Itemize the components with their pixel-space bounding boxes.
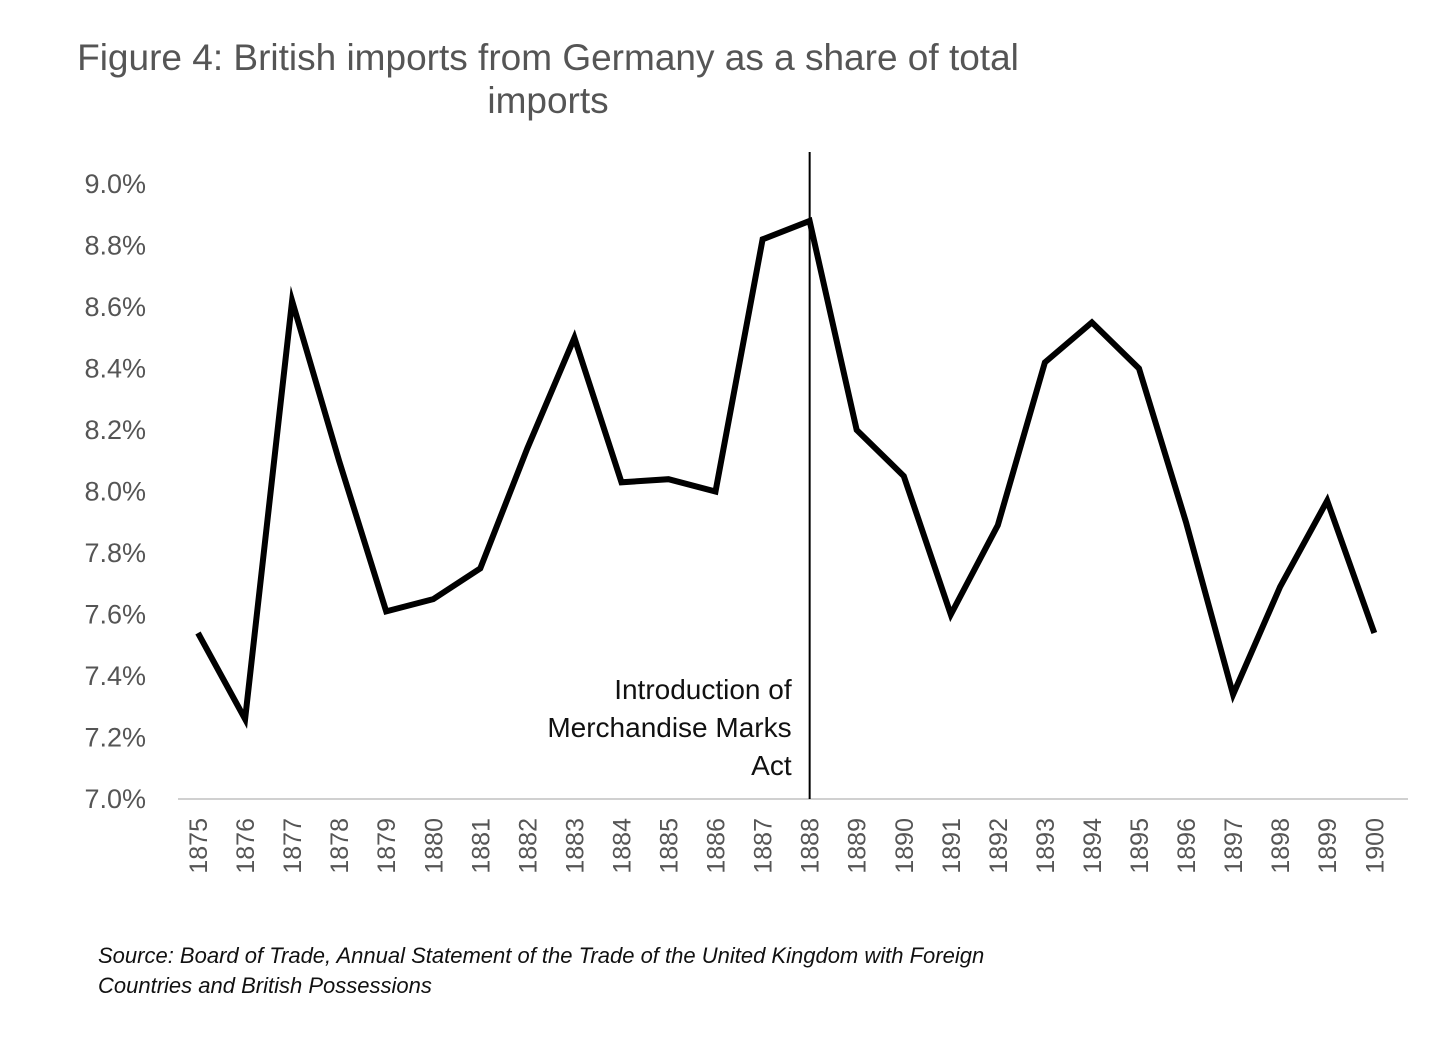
chart-title-line-1: Figure 4: British imports from Germany a… xyxy=(77,37,1019,78)
y-tick-label: 7.6% xyxy=(84,600,146,630)
x-tick-label: 1884 xyxy=(608,818,636,874)
x-tick-label: 1892 xyxy=(985,818,1013,874)
x-tick-label: 1898 xyxy=(1267,818,1295,874)
y-tick-label: 7.8% xyxy=(84,538,146,568)
annotation: Introduction of Merchandise Marks Act xyxy=(547,152,811,799)
x-tick-label: 1882 xyxy=(514,818,542,874)
series-line xyxy=(195,216,1378,729)
y-tick-label: 8.2% xyxy=(84,415,146,445)
x-tick-label: 1896 xyxy=(1173,818,1201,874)
x-tick-label: 1883 xyxy=(561,818,589,874)
x-tick-label: 1876 xyxy=(232,818,260,874)
x-tick-label: 1893 xyxy=(1032,818,1060,874)
x-tick-label: 1889 xyxy=(844,818,872,874)
y-axis: 9.0% 8.8% 8.6% 8.4% 8.2% 8.0% 7.8% 7.6% 7.4% 7.2%… xyxy=(84,169,146,814)
x-tick-label: 1888 xyxy=(797,818,825,874)
y-tick-label: 7.0% xyxy=(84,784,146,814)
x-tick-label: 1899 xyxy=(1314,818,1342,874)
y-tick-label: 8.4% xyxy=(84,354,146,384)
x-tick-label: 1887 xyxy=(750,818,778,874)
annotation-text-line: Act xyxy=(751,750,792,781)
source-note: Source: Board of Trade, Annual Statement… xyxy=(98,943,984,998)
y-tick-label: 9.0% xyxy=(84,169,146,199)
x-tick-label: 1900 xyxy=(1361,818,1389,874)
y-tick-label: 7.2% xyxy=(84,723,146,753)
x-tick-label: 1880 xyxy=(420,818,448,874)
y-tick-label: 8.8% xyxy=(84,231,146,261)
x-tick-label: 1878 xyxy=(326,818,354,874)
y-tick-label: 7.4% xyxy=(84,661,146,691)
x-tick-label: 1897 xyxy=(1220,818,1248,874)
x-tick-label: 1879 xyxy=(373,818,401,874)
x-tick-label: 1894 xyxy=(1079,818,1107,874)
x-tick-label: 1886 xyxy=(703,818,731,874)
x-axis: 1875 1876 1877 1878 1879 1880 1881 1882 1883 1884… xyxy=(185,818,1389,874)
x-tick-label: 1877 xyxy=(279,818,307,874)
x-tick-label: 1890 xyxy=(891,818,919,874)
series xyxy=(195,216,1378,729)
x-tick-label: 1881 xyxy=(467,818,495,874)
x-tick-label: 1891 xyxy=(938,818,966,874)
chart-title-line-2: imports xyxy=(487,80,608,121)
y-tick-label: 8.6% xyxy=(84,292,146,322)
x-tick-label: 1895 xyxy=(1126,818,1154,874)
annotation-text-line: Merchandise Marks xyxy=(547,712,791,743)
x-tick-label: 1875 xyxy=(185,818,213,874)
chart-title: Figure 4: British imports from Germany a… xyxy=(77,37,1019,121)
y-tick-label: 8.0% xyxy=(84,477,146,507)
annotation-text-line: Introduction of xyxy=(614,674,792,705)
x-tick-label: 1885 xyxy=(656,818,684,874)
source-line-1: Source: Board of Trade, Annual Statement… xyxy=(98,943,984,968)
source-line-2: Countries and British Possessions xyxy=(98,973,432,998)
